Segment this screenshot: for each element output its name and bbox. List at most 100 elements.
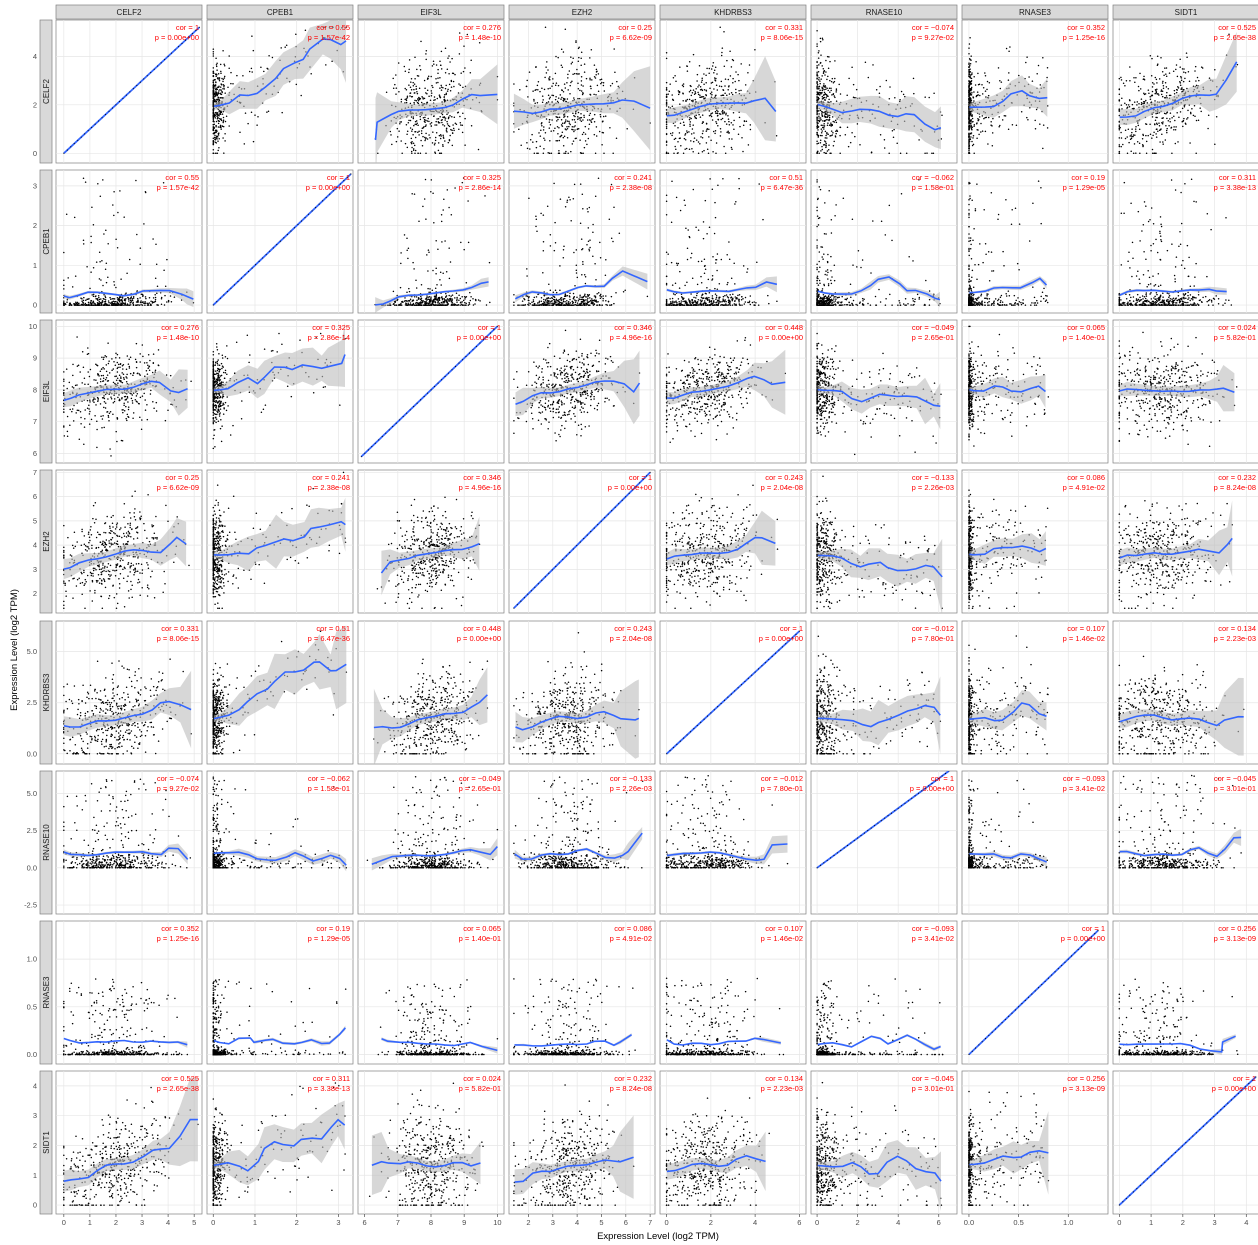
data-point — [686, 98, 689, 101]
data-point — [705, 82, 707, 84]
data-point — [670, 301, 672, 303]
data-point — [127, 298, 130, 300]
data-point — [827, 95, 829, 97]
data-point — [626, 127, 628, 130]
data-point — [212, 72, 215, 74]
data-point — [122, 97, 124, 99]
data-point — [1165, 73, 1167, 75]
data-point — [1158, 94, 1160, 96]
data-point — [411, 304, 413, 306]
data-point — [100, 279, 102, 281]
data-point — [591, 300, 594, 302]
confidence-band — [213, 20, 346, 115]
data-point — [708, 72, 710, 75]
data-point — [311, 210, 313, 212]
data-point — [693, 132, 695, 134]
data-point — [692, 150, 694, 153]
data-point — [586, 299, 589, 301]
data-point — [822, 72, 825, 74]
data-point — [125, 94, 127, 96]
data-point — [740, 63, 742, 65]
data-point — [574, 299, 576, 301]
data-point — [124, 303, 127, 306]
data-point — [410, 88, 413, 91]
data-point — [284, 46, 286, 48]
data-point — [109, 296, 111, 299]
data-point — [427, 302, 429, 304]
data-point — [716, 112, 719, 115]
data-point — [671, 297, 674, 300]
data-point — [156, 292, 158, 295]
data-point — [717, 110, 719, 113]
data-point — [582, 152, 584, 155]
cor-label: cor = 0.352 — [1067, 23, 1105, 32]
data-point — [599, 293, 602, 296]
data-point — [105, 262, 108, 265]
data-point — [446, 90, 449, 92]
data-point — [1124, 85, 1126, 87]
data-point — [216, 112, 219, 114]
data-point — [821, 148, 824, 151]
data-point — [1155, 78, 1158, 81]
data-point — [143, 302, 145, 304]
data-point — [125, 304, 128, 306]
data-point — [453, 129, 455, 132]
data-point — [576, 304, 579, 306]
data-point — [824, 137, 827, 139]
data-point — [677, 141, 679, 143]
data-point — [414, 99, 416, 102]
data-point — [559, 265, 561, 267]
data-point — [690, 99, 693, 102]
data-point — [461, 131, 464, 134]
data-point — [741, 137, 743, 139]
data-point — [554, 84, 557, 86]
data-point — [285, 44, 288, 46]
data-point — [217, 72, 220, 75]
strip-header-ezh2 — [508, 4, 656, 20]
data-point — [97, 295, 100, 297]
data-point — [406, 146, 409, 149]
data-point — [152, 301, 155, 304]
data-point — [817, 136, 820, 138]
data-point — [539, 90, 541, 93]
data-point — [552, 298, 555, 301]
data-point — [1228, 33, 1230, 36]
data-point — [818, 92, 820, 94]
data-point — [1164, 82, 1167, 84]
data-point — [435, 295, 438, 297]
data-point — [831, 124, 834, 127]
data-point — [459, 301, 462, 304]
data-point — [1119, 126, 1121, 129]
data-point — [580, 152, 583, 155]
data-point — [727, 89, 729, 91]
data-point — [593, 303, 596, 305]
data-point — [1143, 92, 1145, 95]
data-point — [1128, 106, 1131, 108]
data-point — [118, 304, 121, 306]
data-point — [971, 73, 973, 76]
data-point — [456, 296, 458, 299]
data-point — [1140, 103, 1143, 106]
data-point — [682, 85, 685, 88]
data-point — [228, 55, 230, 57]
data-point — [968, 149, 970, 152]
data-point — [1179, 66, 1181, 68]
data-point — [1004, 115, 1007, 117]
data-point — [703, 73, 705, 75]
y-tick-label: 0 — [33, 149, 37, 158]
data-point — [449, 89, 452, 92]
data-point — [164, 285, 167, 287]
data-point — [212, 97, 215, 99]
data-point — [1027, 118, 1029, 121]
data-point — [428, 295, 431, 298]
data-point — [684, 134, 686, 136]
data-point — [973, 91, 975, 93]
data-point — [439, 137, 442, 140]
data-point — [103, 233, 105, 235]
strip-header-khdrbs3 — [659, 4, 807, 20]
data-point — [160, 62, 162, 64]
data-point — [732, 77, 734, 80]
data-point — [819, 89, 821, 91]
data-point — [318, 203, 320, 205]
